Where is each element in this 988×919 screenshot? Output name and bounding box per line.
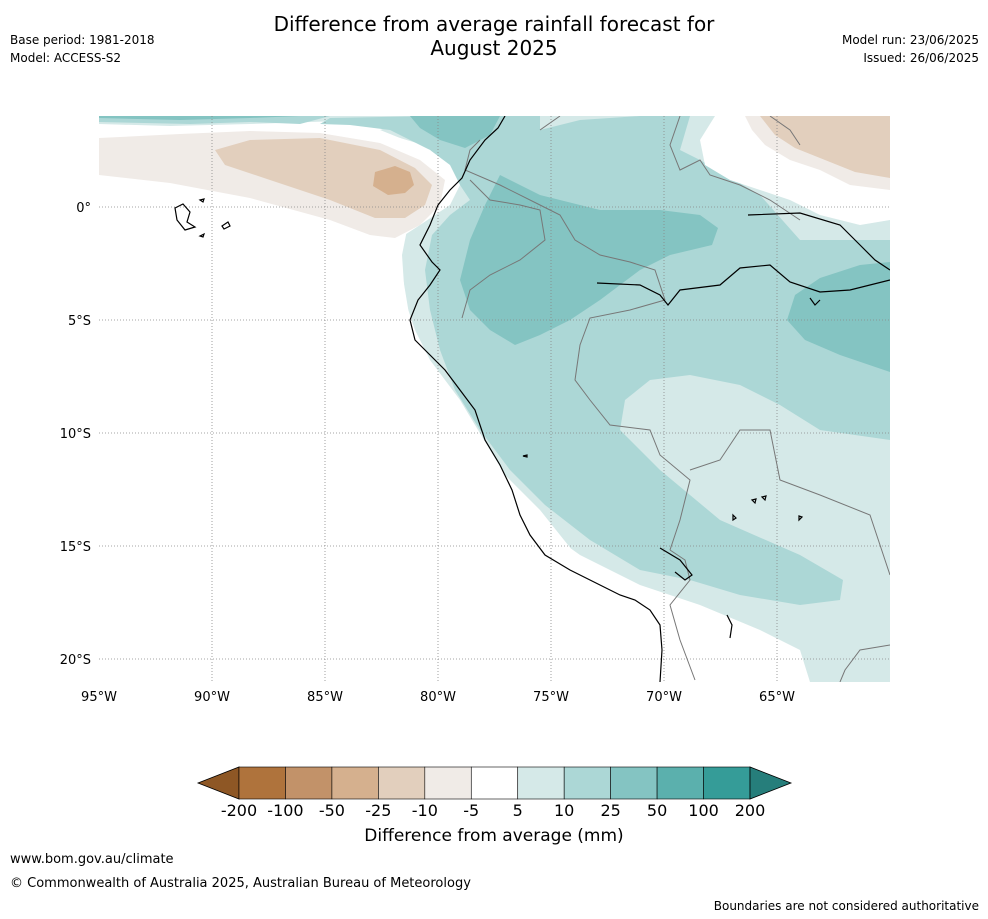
southwest-near-average — [99, 238, 810, 682]
colorbar-segment — [610, 766, 658, 800]
metadata-left: Base period: 1981-2018 Model: ACCESS-S2 — [10, 31, 155, 67]
footer-url[interactable]: www.bom.gov.au/climate — [10, 852, 174, 867]
northeast-below-10 — [760, 116, 890, 178]
colorbar-tick-label: 10 — [554, 801, 574, 820]
longitude-ticks: 95°W 90°W 85°W 80°W 75°W 70°W 65°W — [81, 690, 795, 705]
model-run-text: Model run: 23/06/2025 — [841, 33, 979, 47]
map-title: Difference from average rainfall forecas… — [0, 12, 988, 60]
model-name-text: Model: ACCESS-S2 — [10, 51, 122, 65]
colorbar-tick-label: 50 — [647, 801, 667, 820]
below-25-patch — [373, 166, 414, 195]
lat-tick-label: 5°S — [68, 314, 91, 329]
latitude-ticks: 0° 5°S 10°S 15°S 20°S — [60, 201, 91, 668]
rain-above-25-west-strip — [99, 116, 300, 120]
map-gridlines — [99, 116, 890, 682]
colorbar-segment — [470, 766, 519, 800]
lat-tick-label: 0° — [76, 201, 91, 216]
colorbar-segment — [238, 766, 286, 800]
colorbar-segment — [703, 766, 751, 800]
colorbar-tick-label: 100 — [688, 801, 719, 820]
lon-tick-label: 65°W — [759, 690, 795, 705]
colorbar-tick-label: -100 — [267, 801, 303, 820]
colorbar-tick-label: 25 — [600, 801, 620, 820]
issued-date-text: Issued: 26/06/2025 — [863, 51, 979, 65]
title-line-1: Difference from average rainfall forecas… — [273, 12, 715, 36]
colorbar-right-arrow — [749, 766, 793, 800]
colorbar-tick-label: 5 — [513, 801, 523, 820]
below-10-region — [215, 138, 432, 218]
colorbar-segment — [517, 766, 565, 800]
lon-tick-label: 90°W — [194, 690, 230, 705]
colorbar-tick-label: -200 — [221, 801, 257, 820]
colorbar-tick-label: -5 — [463, 801, 479, 820]
colorbar-left-arrow — [196, 766, 240, 800]
colorbar-tick-label: -50 — [319, 801, 345, 820]
colorbar-tick-label: -25 — [365, 801, 391, 820]
lon-tick-label: 80°W — [420, 690, 456, 705]
lon-tick-label: 85°W — [307, 690, 343, 705]
country-borders — [461, 116, 890, 682]
lon-tick-label: 75°W — [533, 690, 569, 705]
title-line-2: August 2025 — [430, 36, 558, 60]
footer-note: Boundaries are not considered authoritat… — [713, 899, 979, 913]
colorbar-segment — [656, 766, 704, 800]
colorbar-label: Difference from average (mm) — [364, 826, 624, 846]
lat-tick-label: 10°S — [60, 427, 91, 442]
lat-tick-label: 20°S — [60, 653, 91, 668]
metadata-right: Model run: 23/06/2025 Issued: 26/06/2025 — [842, 31, 979, 67]
colorbar-tick-label: -10 — [412, 801, 438, 820]
colorbar-segment — [424, 766, 472, 800]
rain-above-25-north-patch — [410, 116, 500, 148]
colorbar: -200 -100 -50 -25 -10 -5 5 10 25 50 100 200 — [196, 766, 793, 820]
rain-above-25-region — [460, 175, 718, 345]
lat-tick-label: 15°S — [60, 540, 91, 555]
map-fields — [99, 116, 890, 682]
colorbar-segment — [331, 766, 379, 800]
rain-above-10-region — [320, 116, 890, 605]
lon-tick-label: 95°W — [81, 690, 117, 705]
colorbar-segment — [378, 766, 426, 800]
colorbar-segment — [563, 766, 611, 800]
lon-tick-label: 70°W — [646, 690, 682, 705]
colorbar-segment — [285, 766, 333, 800]
southeast-above-5 — [805, 605, 890, 682]
base-period-text: Base period: 1981-2018 — [10, 33, 155, 47]
coastlines — [174, 116, 890, 682]
colorbar-tick-label: 200 — [735, 801, 766, 820]
footer-copyright: © Commonwealth of Australia 2025, Austra… — [10, 876, 471, 891]
